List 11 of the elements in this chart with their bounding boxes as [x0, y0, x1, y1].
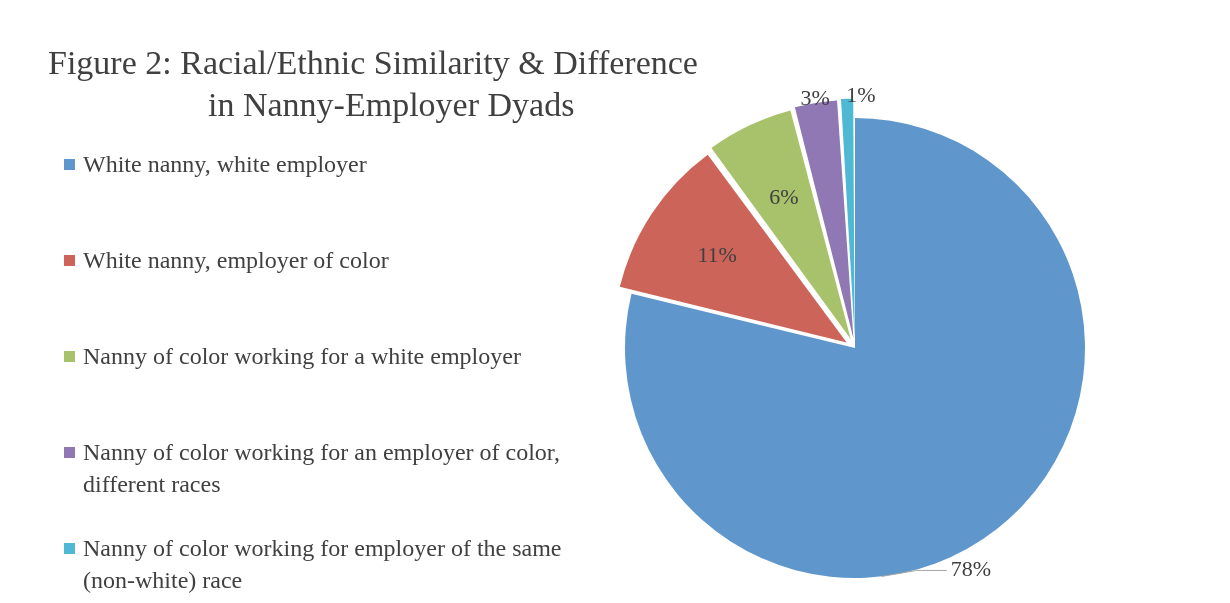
data-label: 11%: [697, 242, 737, 268]
data-label: 78%: [950, 556, 992, 582]
data-label: 6%: [769, 184, 799, 210]
legend-label: White nanny, white employer: [83, 150, 367, 179]
legend-label: White nanny, employer of color: [83, 246, 389, 275]
data-label: 3%: [800, 84, 830, 110]
chart-title: Figure 2: Racial/Ethnic Similarity & Difference in Nanny-Employer Dyads: [48, 43, 698, 125]
legend-label: Nanny of color working for an employer of color, different races: [83, 438, 561, 499]
data-label: 1%: [846, 81, 876, 107]
legend-label: Nanny of color working for a white employer: [83, 342, 521, 371]
legend-label: Nanny of color working for employer of the same (non-white) race: [83, 534, 563, 595]
